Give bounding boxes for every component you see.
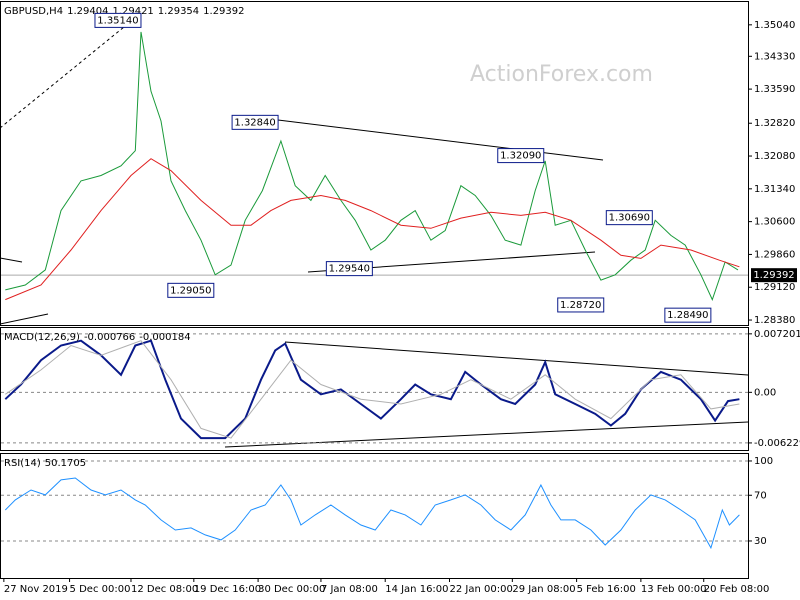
price-annotation: 1.28490 [664,307,712,323]
y-tick-label: 1.32820 [754,118,795,129]
trendline [0,17,136,129]
panel-header: MACD(12,26,9) -0.000766 -0.000184 [4,332,191,343]
annotation-box [167,282,215,298]
x-tick-label: 19 Dec 16:00 [194,584,261,595]
y-tick-label: 1.35040 [754,20,795,31]
x-tick-label: 5 Dec 00:00 [70,584,131,595]
price-frame [0,1,749,326]
x-tick-label: 22 Jan 00:00 [449,584,512,595]
trendline [0,257,23,263]
price-annotation: 1.29540 [325,261,373,277]
header-value: 1.29392 [203,6,244,17]
x-tick-label: 30 Dec 00:00 [258,584,325,595]
y-tick-label: 1.29120 [754,282,795,293]
panel-header: RSI(14) 50.1705 [4,458,86,469]
y-tick-label: 0.00 [754,387,776,398]
header-value: -0.000184 [139,332,190,343]
annotation-box [231,114,279,130]
annotation-label: 1.30690 [609,213,650,224]
x-tick-label: 14 Jan 16:00 [385,584,448,595]
annotation-box [664,307,712,323]
y-tick-label: 1.33590 [754,84,795,95]
price-annotation: 1.35140 [94,12,142,28]
panel-title: MACD(12,26,9) [4,332,80,343]
y-tick-label: 1.31340 [754,184,795,195]
y-tick-label: 100 [754,456,773,467]
header-value: 50.1705 [45,458,86,469]
annotation-label: 1.32090 [500,151,541,162]
annotation-label: 1.28720 [560,300,601,311]
annotation-box [605,210,653,226]
panel-title: GBPUSD,H4 [4,6,63,17]
trendline [284,341,749,376]
x-tick-label: 12 Dec 08:00 [131,584,198,595]
y-tick-label: 70 [754,490,767,501]
y-tick-label: 30 [754,536,767,547]
panel-frames [0,1,749,579]
trendline [224,421,749,448]
annotation-label: 1.28490 [667,310,708,321]
header-value: 1.29404 [67,6,108,17]
x-tick-label: 7 Jan 08:00 [321,584,378,595]
annotation-label: 1.32840 [234,117,275,128]
annotation-label: 1.29540 [329,264,370,275]
trendline [0,313,49,325]
price-annotation: 1.29050 [167,282,215,298]
annotation-box [94,12,142,28]
y-tick-label: 1.30600 [754,217,795,228]
x-tick-label: 27 Nov 2019 [4,584,68,595]
header-value: 1.29421 [112,6,153,17]
annotation-box [497,148,545,164]
header-value: 1.29354 [158,6,199,17]
watermark: ActionForex.com [470,62,653,87]
panel-header: GBPUSD,H4 1.29404 1.29421 1.29354 1.29392 [4,6,245,17]
x-tick-label: 20 Feb 08:00 [704,584,770,595]
annotation-box [325,261,373,277]
current-price-label: 1.29392 [753,270,794,281]
annotation-label: 1.29050 [170,285,211,296]
y-tick-label: 1.28380 [754,315,795,326]
macd-frame [0,327,749,451]
price-annotation: 1.28720 [557,297,605,313]
price-annotation: 1.32090 [497,148,545,164]
annotation-label: 1.35140 [97,15,138,26]
current-price-box [751,268,797,283]
y-tick-label: 1.29860 [754,249,795,260]
header-value: -0.000766 [84,332,135,343]
x-tick-label: 29 Jan 08:00 [512,584,575,595]
panel-title: RSI(14) [4,458,41,469]
price-annotation: 1.30690 [605,210,653,226]
trendline [277,119,604,161]
x-tick-label: 5 Feb 16:00 [577,584,636,595]
y-tick-label: -0.006229 [754,438,800,449]
series-line [5,340,740,439]
rsi-frame [0,453,749,579]
series-line [5,31,739,301]
x-tick-label: 13 Feb 00:00 [641,584,707,595]
y-tick-label: 1.34330 [754,51,795,62]
series-line [4,339,740,440]
price-annotation: 1.32840 [231,114,279,130]
y-tick-label: 0.007201 [754,329,800,340]
y-tick-label: 1.32080 [754,151,795,162]
series-line [5,158,740,301]
annotation-box [557,297,605,313]
series-line [4,477,740,550]
